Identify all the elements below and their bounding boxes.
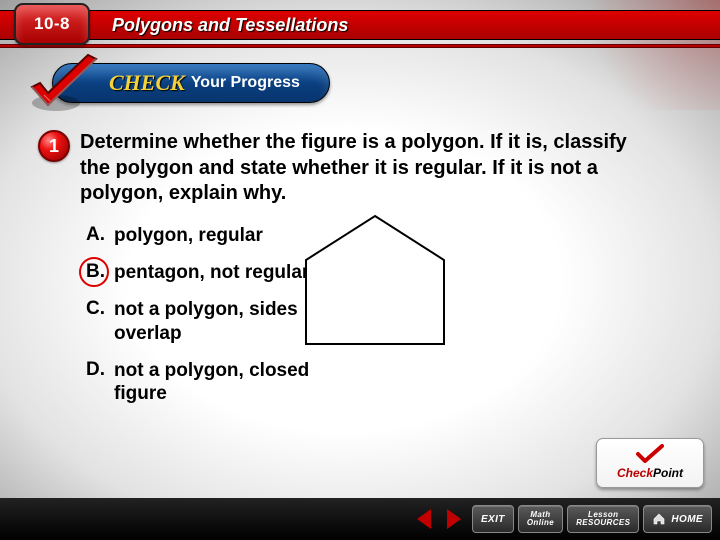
home-label: HOME — [671, 514, 703, 525]
math-online-button[interactable]: Math Online — [518, 505, 563, 533]
home-button[interactable]: HOME — [643, 505, 712, 533]
checkmark-icon — [26, 53, 102, 115]
lesson-resources-button[interactable]: Lesson RESOURCES — [567, 505, 639, 533]
triangle-left-icon — [417, 509, 431, 529]
lesson-title: Polygons and Tessellations — [112, 15, 348, 36]
option-letter: D. — [86, 359, 114, 381]
exit-button[interactable]: EXIT — [472, 505, 514, 533]
banner-progress-text: Your Progress — [191, 74, 300, 92]
option-text: polygon, regular — [114, 224, 263, 247]
header-underline — [0, 44, 720, 48]
nav-prev-button[interactable] — [412, 505, 438, 533]
option-letter: A. — [86, 224, 114, 246]
option-text: not a polygon, closed figure — [114, 359, 326, 405]
checkpoint-check-text: Check — [617, 466, 653, 480]
lesson-badge: 10-8 — [14, 3, 90, 45]
banner-check-text: CHECK — [109, 70, 185, 96]
question-text: Determine whether the figure is a polygo… — [80, 130, 640, 207]
question-number-bullet: 1 — [38, 130, 70, 162]
polygon-shape — [306, 216, 444, 344]
option-text: pentagon, not regular — [114, 261, 309, 284]
checkpoint-checkmark-icon — [636, 444, 664, 464]
checkpoint-button[interactable]: CheckPoint — [596, 438, 704, 488]
nav-next-button[interactable] — [442, 505, 468, 533]
math-online-label: Math Online — [527, 511, 554, 527]
triangle-right-icon — [447, 509, 461, 529]
bottom-nav-bar: EXIT Math Online Lesson RESOURCES HOME — [0, 498, 720, 540]
exit-label: EXIT — [481, 514, 505, 525]
home-icon — [652, 512, 666, 526]
option-d[interactable]: D. not a polygon, closed figure — [86, 359, 406, 405]
option-text: not a polygon, sides overlap — [114, 298, 326, 344]
option-letter: C. — [86, 298, 114, 320]
lesson-resources-label: Lesson RESOURCES — [576, 511, 630, 527]
polygon-figure — [300, 210, 450, 350]
header-bar — [0, 10, 720, 40]
polygon-svg — [300, 210, 450, 350]
checkpoint-point-text: Point — [653, 466, 683, 480]
selected-circle-icon — [79, 257, 109, 287]
